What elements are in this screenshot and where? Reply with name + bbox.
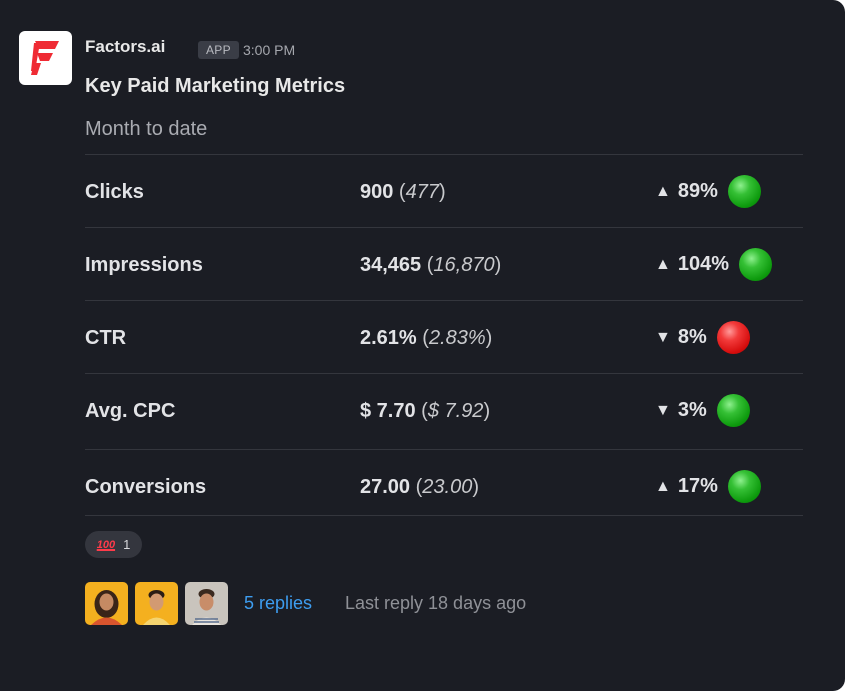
replies-link[interactable]: 5 replies [244, 593, 313, 613]
metric-previous-number: 16,870 [433, 254, 495, 276]
metric-current-value: 27.00 [360, 476, 411, 498]
metric-current-value: 34,465 [360, 254, 422, 276]
sender-name[interactable]: Factors.ai [85, 37, 166, 56]
metric-value: 2.61% (2.83%) [360, 327, 492, 350]
triangle-up-icon: ▲ [655, 477, 671, 495]
metric-value: 27.00 (23.00) [360, 476, 479, 499]
reaction-count: 1 [123, 537, 131, 552]
metric-previous-value: (2.83%) [416, 327, 493, 349]
metric-change: ▲ 104% [655, 248, 772, 281]
row-divider [85, 515, 803, 516]
metric-current-value: 900 [360, 181, 394, 203]
green-circle-icon [727, 175, 761, 208]
message-title: Key Paid Marketing Metrics [85, 75, 346, 97]
row-divider [85, 227, 803, 228]
metric-current-value: 2.61% [360, 327, 417, 349]
metric-previous-number: $ 7.92 [427, 400, 484, 422]
green-circle-icon [727, 470, 761, 503]
reply-avatar-1[interactable] [85, 582, 128, 625]
metric-previous-number: 23.00 [422, 476, 473, 498]
triangle-up-icon: ▲ [655, 255, 671, 273]
green-circle-icon [716, 394, 750, 427]
row-divider [85, 449, 803, 450]
hundred-points-emoji-icon: 100 [96, 538, 116, 551]
row-divider [85, 154, 803, 155]
metric-name: Impressions [85, 254, 203, 276]
last-reply-text: Last reply 18 days ago [345, 593, 527, 613]
person-avatar-icon [91, 590, 122, 625]
metric-previous-value: (23.00) [410, 476, 480, 498]
app-badge: APP [198, 41, 239, 59]
person-avatar-icon [143, 590, 170, 625]
red-circle-icon [716, 321, 750, 354]
metric-value: $ 7.70 ($ 7.92) [360, 400, 490, 423]
metric-previous-number: 477 [405, 181, 439, 203]
reaction-pill[interactable]: 100 1 [85, 531, 142, 558]
factors-logo-icon [31, 41, 59, 75]
metric-previous-value: (477) [393, 181, 446, 203]
metric-name: CTR [85, 327, 127, 349]
triangle-up-icon: ▲ [655, 182, 671, 200]
person-avatar-icon [192, 589, 221, 625]
message-timestamp[interactable]: 3:00 PM [243, 42, 296, 58]
triangle-down-icon: ▼ [655, 401, 671, 419]
reply-avatar-3[interactable] [185, 582, 228, 625]
metric-previous-number: 2.83% [428, 327, 486, 349]
factors-logo-avatar[interactable] [19, 31, 72, 85]
green-circle-icon [739, 248, 772, 281]
metric-change-percent: 8% [677, 326, 707, 348]
metric-change: ▼ 3% [655, 394, 750, 427]
metric-change-percent: 3% [677, 399, 707, 421]
metric-value: 34,465 (16,870) [360, 254, 501, 277]
metric-change-percent: 17% [677, 475, 718, 497]
metric-previous-value: ($ 7.92) [415, 400, 491, 422]
metric-change-percent: 89% [677, 180, 718, 202]
metric-previous-value: (16,870) [421, 254, 502, 276]
metric-change: ▲ 17% [655, 470, 761, 503]
row-divider [85, 300, 803, 301]
metric-name: Avg. CPC [85, 400, 176, 422]
metric-change-percent: 104% [677, 253, 729, 275]
metric-current-value: $ 7.70 [360, 400, 416, 422]
metric-change: ▼ 8% [655, 321, 750, 354]
metric-value: 900 (477) [360, 181, 446, 204]
triangle-down-icon: ▼ [655, 328, 671, 346]
metric-name: Clicks [85, 181, 144, 203]
message-subtitle: Month to date [85, 118, 208, 140]
row-divider [85, 373, 803, 374]
metric-change: ▲ 89% [655, 175, 761, 208]
reply-avatar-2[interactable] [135, 582, 178, 625]
metric-name: Conversions [85, 476, 207, 498]
